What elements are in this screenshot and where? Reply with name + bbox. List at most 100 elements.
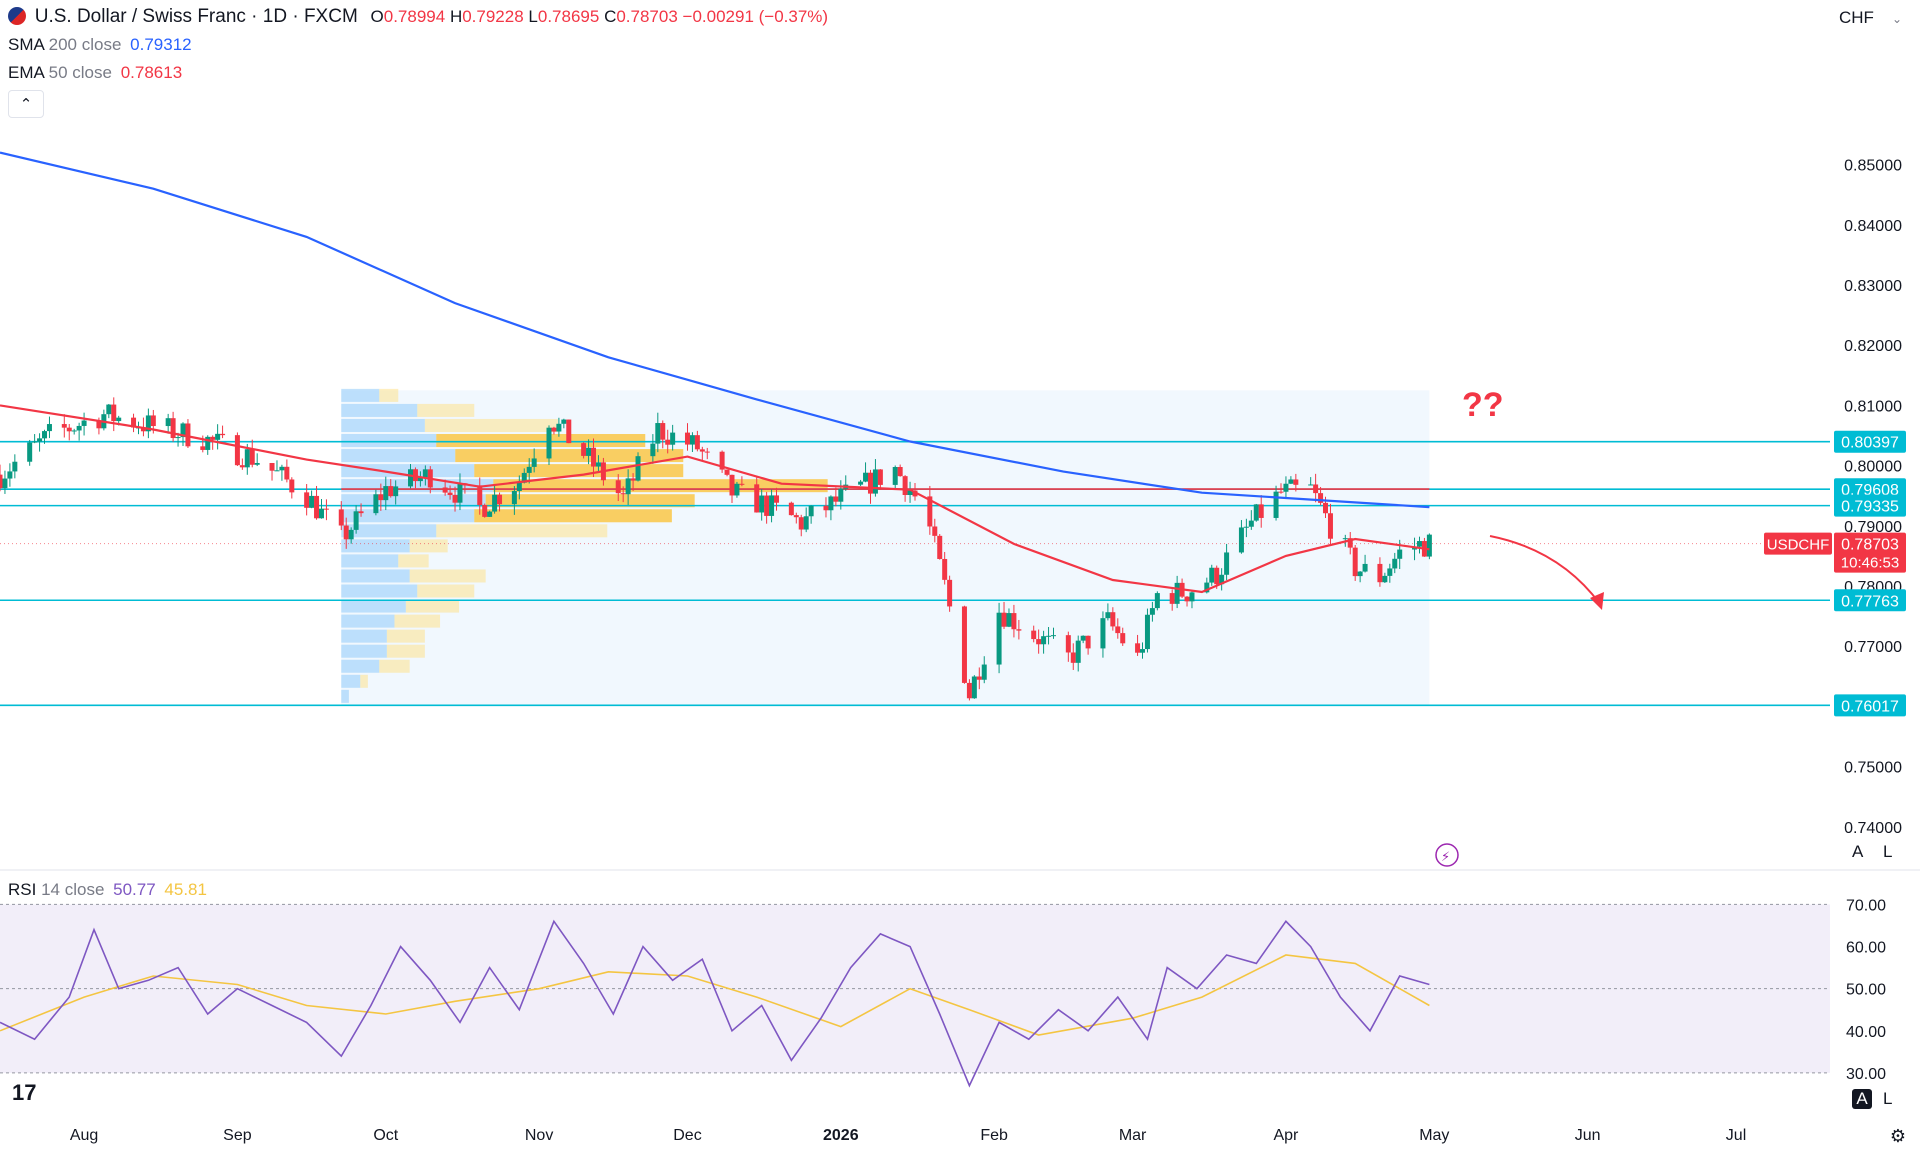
candle-body xyxy=(492,494,498,512)
candle-body xyxy=(2,478,8,489)
candle-body xyxy=(798,517,804,530)
candle-body xyxy=(650,443,656,457)
symbol-flag-icon xyxy=(8,7,26,25)
volume-profile-bar-up xyxy=(341,418,425,432)
candle-body xyxy=(971,676,977,699)
candle-body xyxy=(516,482,522,491)
candle-body xyxy=(1224,552,1230,575)
rsi-tick-label: 50.00 xyxy=(1846,982,1886,999)
auto-scale-button[interactable]: A xyxy=(1852,842,1864,861)
candle-body xyxy=(699,449,705,452)
auto-scale-rsi-button[interactable]: A xyxy=(1852,1089,1872,1109)
candle-body xyxy=(1219,574,1225,585)
volume-profile-bar-down xyxy=(394,614,441,628)
candle-body xyxy=(531,458,537,467)
log-scale-rsi-button[interactable]: L xyxy=(1883,1089,1893,1108)
candle-body xyxy=(1387,568,1393,576)
tradingview-logo[interactable]: 17 xyxy=(12,1080,37,1105)
candle-body xyxy=(595,462,601,467)
time-tick-label: Jun xyxy=(1575,1127,1601,1144)
candle-body xyxy=(1050,635,1056,637)
volume-profile-bar-down xyxy=(493,479,828,493)
candle-body xyxy=(274,470,280,472)
candle-body xyxy=(46,424,52,432)
symbol-title[interactable]: U.S. Dollar / Swiss Franc · 1D · FXCM xyxy=(34,6,358,27)
candle-body xyxy=(1283,483,1289,492)
candle-body xyxy=(942,558,948,580)
candle-body xyxy=(996,612,1002,665)
candle-body xyxy=(338,509,344,526)
volume-profile-bar-down xyxy=(417,584,475,598)
candle-body xyxy=(719,451,725,470)
candle-body xyxy=(927,496,933,527)
candle-body xyxy=(788,502,794,516)
candle-body xyxy=(145,415,151,432)
candle-body xyxy=(734,483,740,496)
level-price-label: 0.79335 xyxy=(1841,499,1899,516)
volume-profile-bar-up xyxy=(341,614,395,628)
volume-profile-bar-down xyxy=(436,524,608,538)
moving-average-line xyxy=(0,151,1430,509)
candle-body xyxy=(833,496,839,502)
volume-profile-bar-up xyxy=(341,629,387,643)
candle-body xyxy=(764,495,770,516)
open-value: 0.78994 xyxy=(383,7,446,26)
candle-body xyxy=(482,504,488,517)
price-tick-label: 0.74000 xyxy=(1844,820,1902,837)
candle-body xyxy=(759,495,765,513)
log-scale-button[interactable]: L xyxy=(1883,842,1893,861)
rsi-tick-label: 70.00 xyxy=(1846,897,1886,914)
candle-body xyxy=(1120,633,1126,644)
rsi-legend[interactable]: RSI 14 close 50.77 45.81 xyxy=(8,880,207,900)
time-tick-label: Feb xyxy=(980,1127,1008,1144)
candle-body xyxy=(897,467,903,477)
volume-profile-bar-up xyxy=(341,403,418,417)
collapse-legend-button[interactable]: ⌃ xyxy=(8,90,44,118)
candle-body xyxy=(358,511,364,514)
candle-body xyxy=(249,449,255,465)
candle-body xyxy=(1323,502,1329,514)
candle-body xyxy=(1347,538,1353,548)
volume-profile-bar-up xyxy=(341,674,361,688)
ema-name: EMA xyxy=(8,63,44,82)
sma-legend[interactable]: SMA 200 close 0.79312 xyxy=(8,35,192,55)
volume-profile-bar-up xyxy=(341,539,410,553)
gear-icon[interactable]: ⚙ xyxy=(1889,1126,1906,1146)
ema-legend[interactable]: EMA 50 close 0.78613 xyxy=(8,63,182,83)
candle-body xyxy=(170,418,176,439)
candle-body xyxy=(7,471,13,479)
candle-body xyxy=(220,433,226,436)
ema-params: 50 close xyxy=(48,63,112,82)
price-tick-label: 0.75000 xyxy=(1844,760,1902,777)
candle-body xyxy=(66,427,72,432)
candle-body xyxy=(37,438,43,442)
candle-body xyxy=(937,535,943,559)
rsi-tick-label: 30.00 xyxy=(1846,1066,1886,1083)
candle-body xyxy=(76,425,82,431)
question-annotation: ?? xyxy=(1462,386,1504,424)
symbol-badge-label: USDCHF xyxy=(1767,537,1830,554)
volume-profile-bar-down xyxy=(485,494,695,508)
candle-body xyxy=(239,465,245,468)
volume-profile-bar-up xyxy=(341,554,399,568)
currency-selector[interactable]: CHF ⌄ xyxy=(1839,8,1902,28)
candle-body xyxy=(1288,479,1294,484)
candle-body xyxy=(185,423,191,447)
candle-body xyxy=(670,432,676,445)
candle-body xyxy=(1382,575,1388,583)
candle-body xyxy=(892,467,898,485)
volume-profile-bar-down xyxy=(405,599,460,613)
rsi-tick-label: 40.00 xyxy=(1846,1024,1886,1041)
rsi-ma-value: 45.81 xyxy=(164,880,207,899)
chevron-down-icon: ⌄ xyxy=(1891,12,1902,26)
time-tick-label: Jul xyxy=(1726,1127,1746,1144)
currency-label: CHF xyxy=(1838,8,1874,27)
candle-body xyxy=(269,462,275,471)
candle-body xyxy=(289,479,295,493)
candle-body xyxy=(1377,563,1383,583)
candle-body xyxy=(1070,652,1076,663)
candle-body xyxy=(348,529,354,540)
price-tick-label: 0.81000 xyxy=(1844,398,1902,415)
candle-body xyxy=(111,404,117,422)
